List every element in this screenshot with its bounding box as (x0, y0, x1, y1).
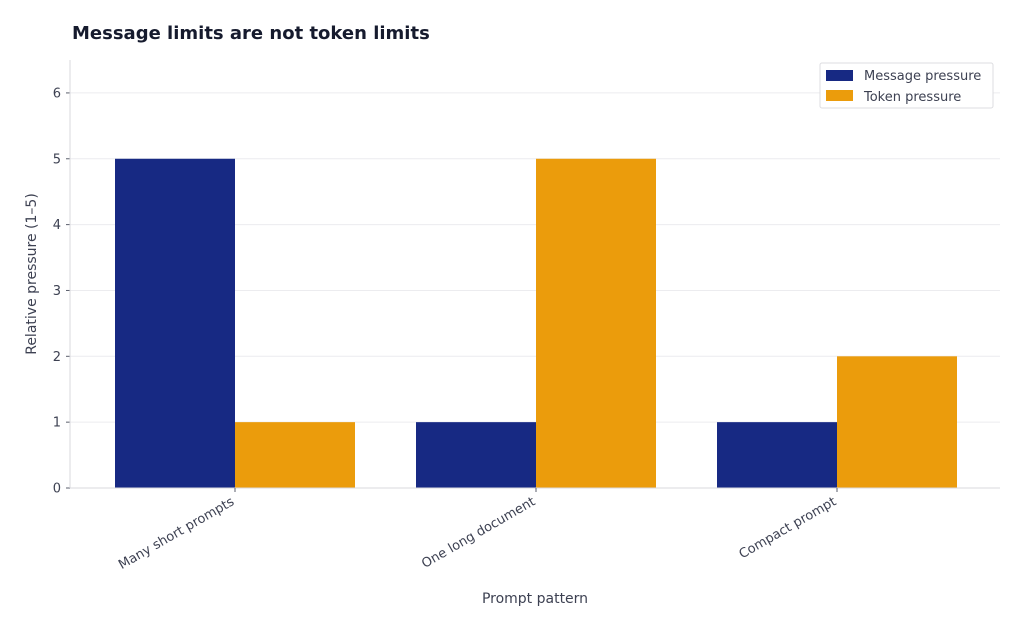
legend-frame (819, 62, 994, 109)
y-tick-label: 5 (53, 152, 61, 167)
legend-swatch-message (826, 70, 853, 81)
y-tick-label: 2 (53, 350, 61, 365)
legend-swatch-token (826, 90, 853, 101)
x-axis-label: Prompt pattern (482, 591, 588, 607)
chart-title: Message limits are not token limits (72, 23, 430, 44)
bar-token-2 (837, 356, 957, 488)
bar-token-1 (536, 158, 656, 488)
x-tick-label: Compact prompt (737, 494, 839, 562)
bar-message-1 (416, 422, 536, 488)
bar-token-0 (235, 422, 355, 488)
y-tick-label: 0 (53, 482, 61, 497)
y-tick-label: 6 (53, 86, 61, 101)
x-tick-label: Many short prompts (116, 494, 237, 573)
x-tick-label: One long document (419, 494, 538, 571)
bar-message-0 (115, 158, 235, 488)
y-tick-label: 3 (53, 284, 61, 299)
bars (115, 158, 957, 488)
y-tick-label: 4 (53, 218, 61, 233)
bar-message-2 (717, 422, 837, 488)
y-axis-ticks: 0 1 2 3 4 5 6 (53, 86, 70, 497)
x-axis-ticks: Many short prompts One long document Compa… (116, 488, 839, 573)
legend: Message pressure Token pressure (819, 62, 994, 109)
legend-label-token: Token pressure (863, 90, 961, 105)
y-tick-label: 1 (53, 416, 61, 431)
y-axis-label: Relative pressure (1–5) (24, 193, 40, 355)
legend-label-message: Message pressure (864, 69, 981, 84)
